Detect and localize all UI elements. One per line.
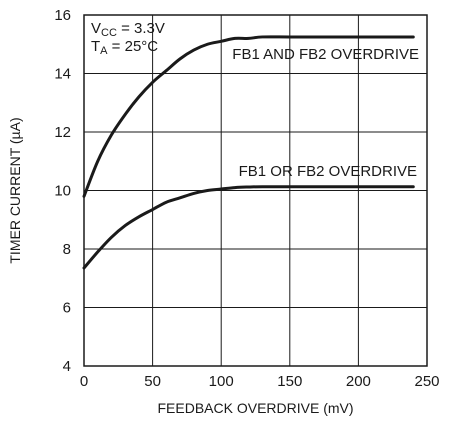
grid: [83, 14, 428, 367]
x-axis-ticks: 0 50 100 150 200 250: [80, 373, 440, 390]
plot-frame: [83, 14, 428, 367]
y-tick-label: 16: [54, 7, 71, 24]
x-tick-label: 50: [144, 373, 161, 390]
series-line-0: [82, 35, 415, 198]
y-axis-ticks: 4 6 8 10 12 14 16: [54, 7, 71, 375]
y-tick-label: 8: [63, 241, 71, 258]
y-tick-label: 6: [63, 300, 71, 317]
x-tick-label: 250: [414, 373, 439, 390]
y-axis-label: TIMER CURRENT (µA): [7, 117, 23, 263]
ta-main: T: [91, 38, 100, 55]
vcc-sub: CC: [101, 27, 117, 39]
ta-sub: A: [100, 45, 108, 57]
condition-vcc: VCC = 3.3V: [91, 20, 165, 39]
condition-ta: TA = 25°C: [91, 38, 158, 57]
x-axis-label: FEEDBACK OVERDRIVE (mV): [157, 400, 353, 416]
x-tick-label: 200: [346, 373, 371, 390]
x-tick-label: 150: [277, 373, 302, 390]
y-tick-label: 10: [54, 183, 71, 200]
ta-value: = 25°C: [108, 38, 159, 55]
y-tick-label: 14: [54, 66, 71, 83]
series-label-fb1-and-fb2: FB1 AND FB2 OVERDRIVE: [232, 46, 419, 63]
vcc-main: V: [91, 20, 101, 37]
vcc-value: = 3.3V: [117, 20, 165, 37]
y-tick-label: 12: [54, 124, 71, 141]
x-tick-label: 100: [209, 373, 234, 390]
series-lines: [82, 35, 415, 270]
series-label-fb1-or-fb2: FB1 OR FB2 OVERDRIVE: [239, 163, 417, 180]
y-tick-label: 4: [63, 358, 71, 375]
series-line-1: [82, 185, 415, 270]
x-tick-label: 0: [80, 373, 88, 390]
